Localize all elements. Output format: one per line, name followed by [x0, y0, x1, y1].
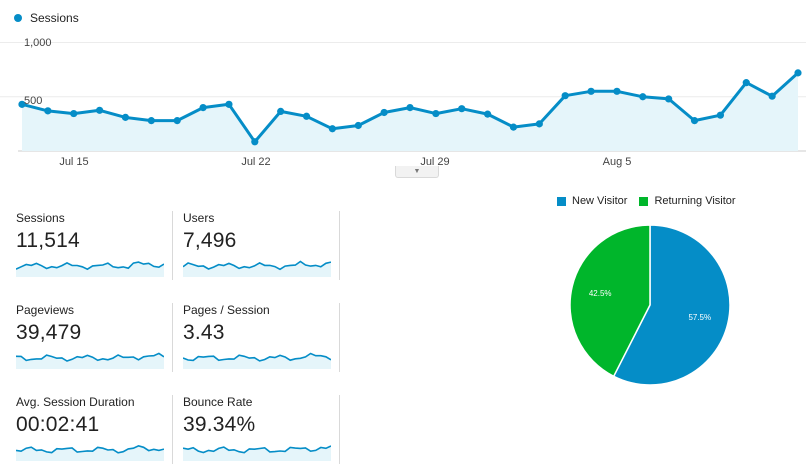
sessions-data-point[interactable]: [302, 112, 311, 120]
x-tick-label: Jul 22: [241, 156, 270, 168]
sessions-data-point[interactable]: [432, 109, 440, 118]
sessions-data-point[interactable]: [225, 100, 233, 108]
sparkline-line: [183, 445, 331, 454]
sessions-data-point[interactable]: [199, 104, 207, 112]
sparkline-fill: [183, 446, 331, 461]
pie-slice-new-visitor[interactable]: [612, 224, 731, 386]
sessions-area-fill: [22, 72, 798, 151]
metric-label: Sessions: [16, 211, 65, 225]
sessions-data-point[interactable]: [587, 87, 595, 95]
metric-value: 39,479: [16, 321, 82, 344]
sessions-data-point[interactable]: [794, 69, 802, 77]
sessions-data-point[interactable]: [251, 138, 259, 146]
sessions-data-point[interactable]: [484, 110, 492, 118]
sessions-line-chart: 1,000 500 Jul 15 Jul 22 Jul 29 Aug 5: [0, 37, 806, 168]
metric-value: 7,496: [183, 229, 237, 252]
divider: [339, 395, 340, 464]
pageviews-sparkline: [16, 352, 164, 369]
divider: [339, 303, 340, 372]
bounce-rate-sparkline: [183, 445, 331, 461]
metric-label: Bounce Rate: [183, 395, 253, 409]
collapse-chart-handle[interactable]: ▼: [395, 166, 439, 178]
users-sparkline: [183, 260, 331, 277]
y-tick-label-500: 500: [24, 95, 42, 107]
divider: [339, 211, 340, 280]
new-visitor-swatch: [557, 196, 566, 206]
sessions-data-point[interactable]: [173, 117, 181, 125]
avg-session-duration-sparkline: [16, 445, 164, 461]
metric-value: 39.34%: [183, 413, 256, 436]
sessions-legend-label: Sessions: [30, 11, 79, 25]
metric-label: Pageviews: [16, 303, 75, 317]
sessions-data-point[interactable]: [70, 109, 78, 118]
sessions-data-point[interactable]: [458, 105, 466, 113]
divider: [172, 303, 173, 372]
sessions-data-point[interactable]: [406, 104, 414, 112]
x-tick-label: Jul 29: [420, 156, 449, 168]
sessions-data-point[interactable]: [147, 117, 155, 125]
sparkline-fill: [183, 353, 331, 369]
metric-sessions[interactable]: Sessions 11,514: [16, 211, 176, 277]
sessions-data-point[interactable]: [96, 106, 104, 114]
metric-value: 3.43: [183, 321, 225, 344]
metric-value: 11,514: [16, 229, 80, 252]
metric-avg-session-duration[interactable]: Avg. Session Duration 00:02:41: [16, 395, 176, 461]
metric-pages-per-session[interactable]: Pages / Session 3.43: [183, 303, 343, 369]
sparkline-line: [16, 352, 164, 362]
metric-label: Users: [183, 211, 215, 225]
sparkline-line: [183, 260, 331, 271]
sessions-data-point[interactable]: [44, 107, 52, 115]
x-tick-label: Aug 5: [603, 156, 632, 168]
sessions-data-point[interactable]: [690, 117, 699, 125]
pie-legend: New Visitor Returning Visitor: [557, 195, 736, 207]
sessions-data-point[interactable]: [665, 95, 673, 103]
new-visitor-label: New Visitor: [572, 195, 628, 207]
sessions-data-point[interactable]: [561, 92, 569, 100]
sessions-data-point[interactable]: [535, 120, 543, 128]
sessions-data-point[interactable]: [18, 100, 26, 108]
metric-value: 00:02:41: [16, 413, 100, 436]
sessions-data-point[interactable]: [277, 107, 285, 115]
visitor-type-pie-chart: 57.5% 42.5%: [569, 224, 731, 386]
pie-slice-label: 42.5%: [589, 289, 612, 298]
sparkline-fill: [16, 262, 164, 277]
metric-pageviews[interactable]: Pageviews 39,479: [16, 303, 176, 369]
pie-slice-returning-visitor[interactable]: [569, 224, 651, 378]
returning-visitor-label: Returning Visitor: [654, 195, 736, 207]
chevron-down-icon: ▼: [413, 168, 421, 175]
sparkline-line: [16, 261, 164, 271]
sessions-data-point[interactable]: [639, 93, 647, 101]
sessions-data-point[interactable]: [509, 123, 518, 131]
metric-bounce-rate[interactable]: Bounce Rate 39.34%: [183, 395, 343, 461]
chart-legend: Sessions: [14, 11, 79, 25]
sessions-data-point[interactable]: [613, 87, 621, 95]
divider: [172, 211, 173, 280]
sparkline-line: [183, 352, 331, 362]
sessions-sparkline: [16, 261, 164, 277]
sparkline-line: [16, 445, 164, 454]
sessions-data-point[interactable]: [742, 79, 750, 87]
x-tick-label: Jul 15: [59, 156, 88, 168]
metric-label: Avg. Session Duration: [16, 395, 135, 409]
pages-per-session-sparkline: [183, 352, 331, 369]
sessions-data-point[interactable]: [768, 92, 776, 100]
sessions-data-point[interactable]: [354, 121, 362, 130]
sessions-data-point[interactable]: [716, 111, 725, 119]
metric-label: Pages / Session: [183, 303, 270, 317]
sessions-data-point[interactable]: [121, 113, 130, 121]
divider: [172, 395, 173, 464]
sessions-legend-dot: [14, 14, 22, 22]
pie-slice-label: 57.5%: [688, 313, 711, 322]
sessions-data-point[interactable]: [380, 108, 388, 117]
returning-visitor-swatch: [639, 196, 649, 206]
y-tick-label-1000: 1,000: [24, 37, 52, 49]
sparkline-fill: [16, 445, 164, 461]
metric-users[interactable]: Users 7,496: [183, 211, 343, 277]
sessions-data-point[interactable]: [328, 125, 336, 133]
